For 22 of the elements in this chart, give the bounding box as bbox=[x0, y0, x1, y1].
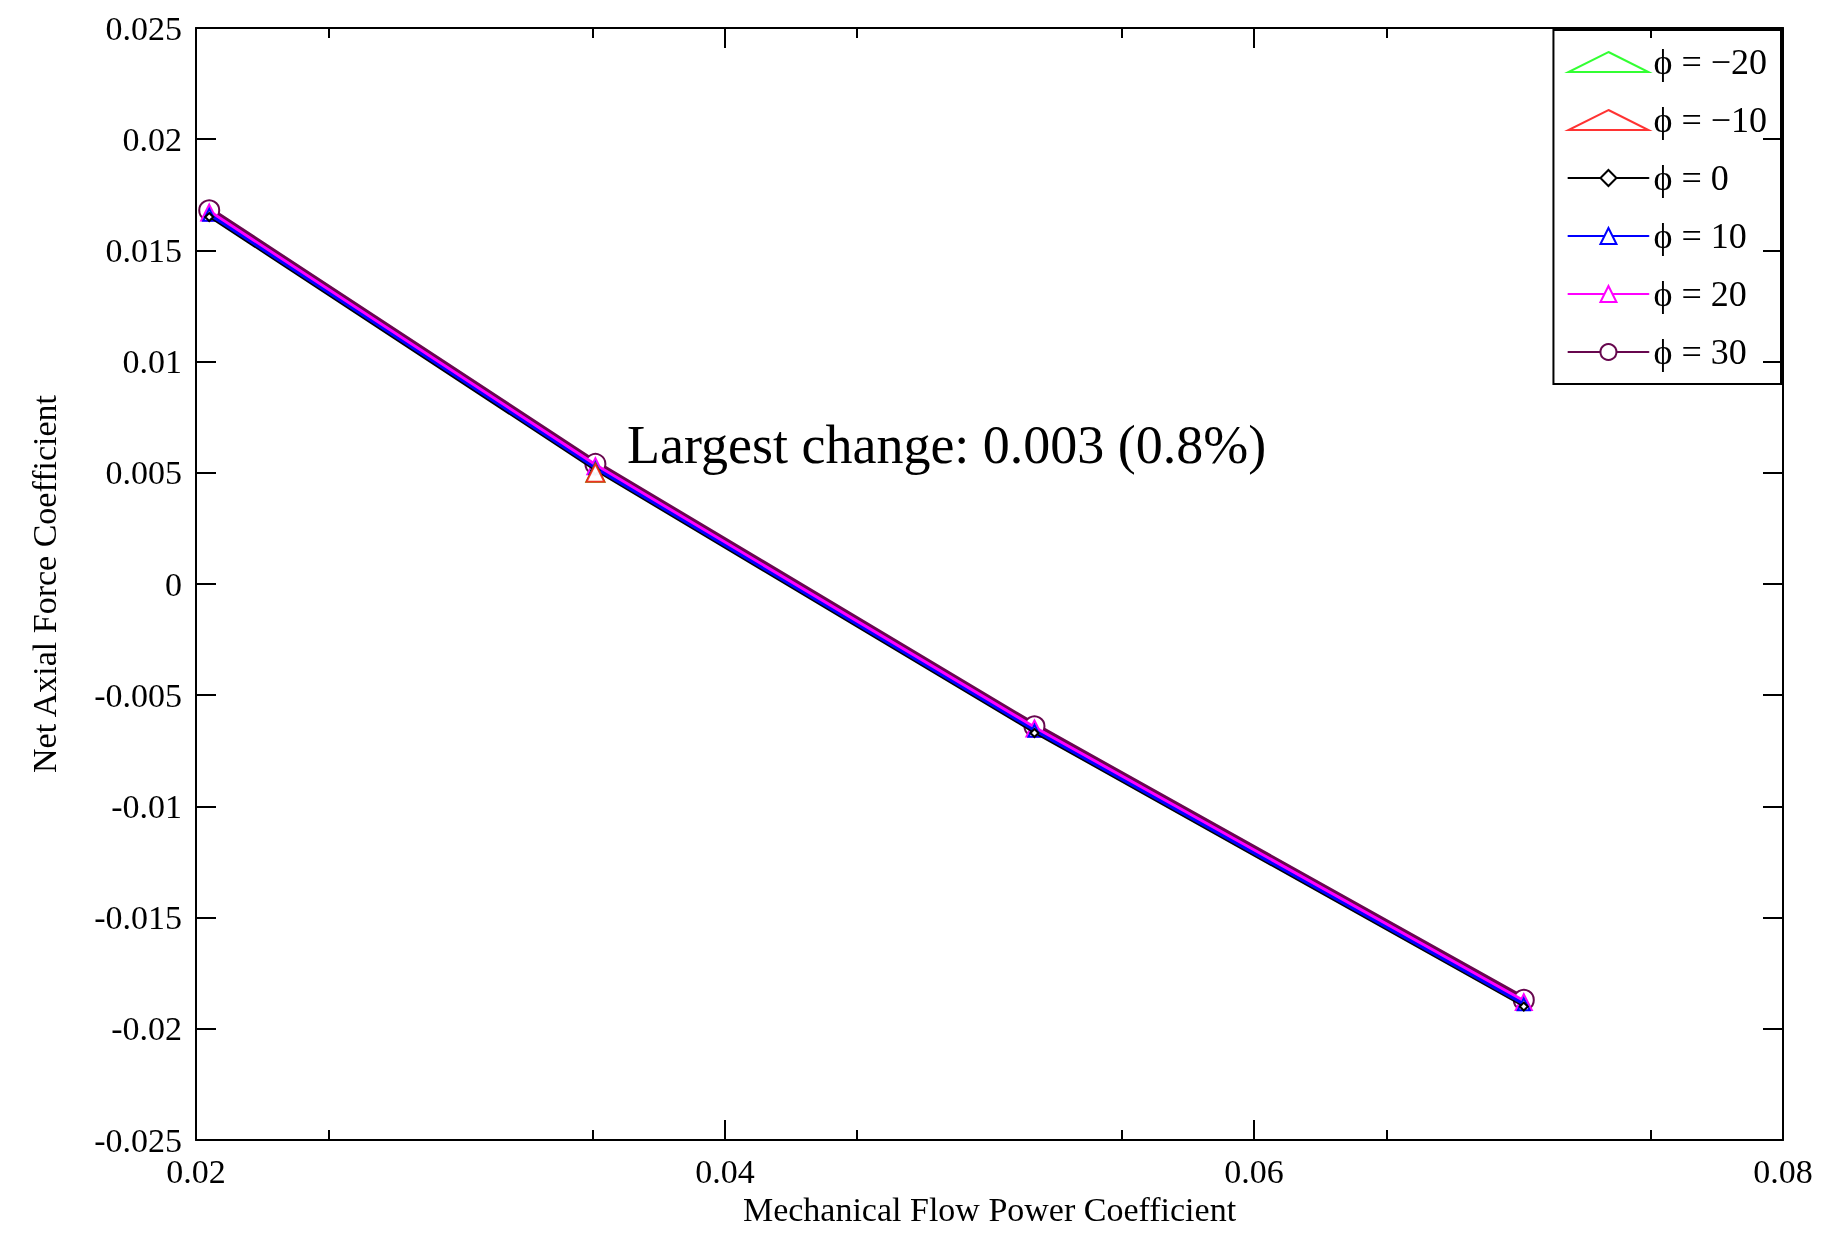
x-tick-label: 0.04 bbox=[695, 1152, 755, 1190]
x-axis-title: Mechanical Flow Power Coefficient bbox=[742, 1191, 1237, 1229]
y-tick-label: -0.02 bbox=[111, 1010, 182, 1048]
y-tick-label: 0.02 bbox=[122, 120, 182, 158]
y-tick-label: -0.005 bbox=[94, 676, 182, 714]
legend-label: ϕ = 20 bbox=[1653, 274, 1747, 314]
y-tick-label: 0 bbox=[165, 565, 182, 603]
legend-label: ϕ = 10 bbox=[1653, 216, 1747, 256]
y-axis-title: Net Axial Force Coefficient bbox=[25, 394, 63, 773]
y-tick-label: 0.01 bbox=[122, 343, 182, 381]
y-tick-label: 0.015 bbox=[105, 231, 182, 269]
legend-label: ϕ = −10 bbox=[1653, 100, 1768, 140]
y-tick-label: -0.01 bbox=[111, 787, 182, 825]
legend-label: ϕ = −20 bbox=[1653, 42, 1768, 82]
x-tick-label: 0.06 bbox=[1224, 1152, 1284, 1190]
y-tick-label: 0.005 bbox=[105, 454, 182, 492]
y-tick-label: 0.025 bbox=[105, 9, 182, 47]
legend-label: ϕ = 0 bbox=[1653, 158, 1729, 198]
annotation: Largest change: 0.003 (0.8%) bbox=[627, 415, 1267, 475]
y-tick-label: -0.015 bbox=[94, 899, 182, 937]
x-tick-label: 0.08 bbox=[1753, 1152, 1813, 1190]
legend-label: ϕ = 30 bbox=[1653, 332, 1747, 372]
